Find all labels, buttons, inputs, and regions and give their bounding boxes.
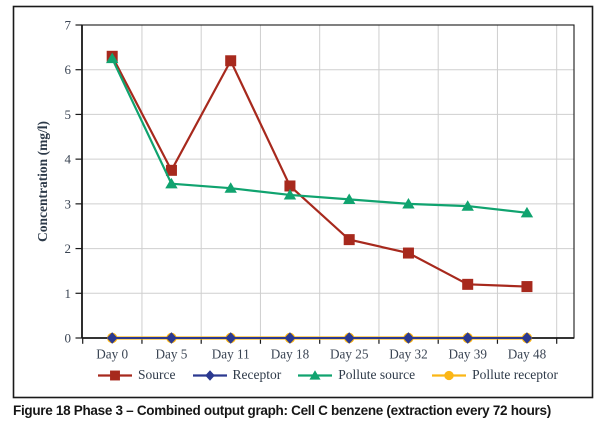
triangle-marker bbox=[283, 189, 297, 200]
legend-label-source: Source bbox=[138, 367, 176, 382]
diamond-marker bbox=[462, 332, 473, 344]
circle-marker bbox=[444, 370, 454, 380]
triangle-marker bbox=[343, 193, 356, 204]
figure-caption-label: Figure 18 bbox=[13, 403, 71, 418]
legend-circle-icon bbox=[432, 370, 467, 380]
square-marker bbox=[343, 234, 355, 246]
triangle-marker bbox=[309, 369, 321, 380]
x-tick-label: Day 18 bbox=[271, 347, 310, 362]
diamond-marker bbox=[204, 369, 215, 381]
triangle-marker bbox=[224, 182, 237, 193]
x-tick-label: Day 0 bbox=[96, 347, 128, 362]
diamond-marker bbox=[284, 332, 296, 344]
series-source-line bbox=[111, 55, 527, 288]
series-pollute-source-line bbox=[111, 58, 528, 214]
square-marker bbox=[402, 247, 414, 259]
diamond-marker bbox=[343, 332, 355, 344]
legend-item-pollute-receptor: Pollute receptor bbox=[432, 367, 558, 383]
square-marker bbox=[165, 164, 177, 176]
legend-item-receptor: Receptor bbox=[192, 367, 282, 383]
series-receptor bbox=[106, 332, 533, 344]
x-tick-label: Day 25 bbox=[330, 347, 369, 362]
triangle-marker bbox=[461, 200, 474, 211]
square-marker bbox=[110, 370, 120, 380]
legend-triangle-icon bbox=[298, 369, 333, 380]
square-marker bbox=[284, 180, 296, 192]
diamond-marker bbox=[166, 332, 177, 344]
y-tick-label: 5 bbox=[65, 107, 72, 122]
legend-diamond-icon bbox=[192, 369, 227, 381]
square-marker bbox=[225, 55, 237, 67]
square-marker bbox=[521, 281, 533, 293]
x-tick-label: Day 5 bbox=[156, 347, 188, 362]
line-chart: 0 1 2 3 4 5 6 7 Day 0 Day 5 Day 11 Day 18 Day 25 Day … bbox=[12, 5, 594, 399]
figure-caption: Figure 18 Phase 3 – Combined output grap… bbox=[13, 402, 595, 419]
legend-label-pollute-receptor: Pollute receptor bbox=[472, 367, 558, 382]
triangle-marker bbox=[165, 177, 178, 189]
x-tick-label: Day 39 bbox=[448, 347, 487, 362]
y-tick-label: 7 bbox=[65, 18, 72, 33]
series-pollute-source bbox=[106, 52, 534, 218]
y-axis-title: Concentration (mg/l) bbox=[35, 121, 50, 242]
x-tick-label: Day 48 bbox=[508, 347, 547, 362]
triangle-marker bbox=[106, 52, 119, 64]
y-tick-label: 3 bbox=[65, 196, 72, 211]
diamond-marker bbox=[225, 332, 236, 344]
chart-legend: Source Receptor Pollute source Pollute rece… bbox=[82, 364, 574, 386]
legend-label-pollute-source: Pollute source bbox=[338, 367, 416, 382]
figure-caption-text: Phase 3 – Combined output graph: Cell C … bbox=[73, 403, 551, 418]
y-tick-label: 4 bbox=[65, 152, 72, 167]
figure-border bbox=[12, 5, 594, 399]
y-tick-label: 6 bbox=[65, 62, 72, 77]
square-marker bbox=[462, 278, 474, 290]
diamond-marker bbox=[521, 332, 533, 344]
triangle-marker bbox=[402, 197, 415, 209]
y-tick-label: 0 bbox=[65, 331, 72, 346]
triangle-marker bbox=[520, 206, 534, 218]
y-tick-label: 1 bbox=[65, 286, 72, 301]
y-tick-label: 2 bbox=[65, 241, 72, 256]
x-tick-label: Day 32 bbox=[389, 347, 427, 362]
x-tick-label: Day 11 bbox=[212, 347, 250, 362]
legend-square-icon bbox=[98, 370, 133, 380]
legend-item-pollute-source: Pollute source bbox=[298, 367, 415, 383]
legend-label-receptor: Receptor bbox=[232, 367, 282, 382]
legend-item-source: Source bbox=[98, 367, 176, 383]
plot-border bbox=[81, 24, 575, 339]
diamond-marker bbox=[403, 332, 414, 344]
diamond-marker bbox=[106, 332, 118, 344]
